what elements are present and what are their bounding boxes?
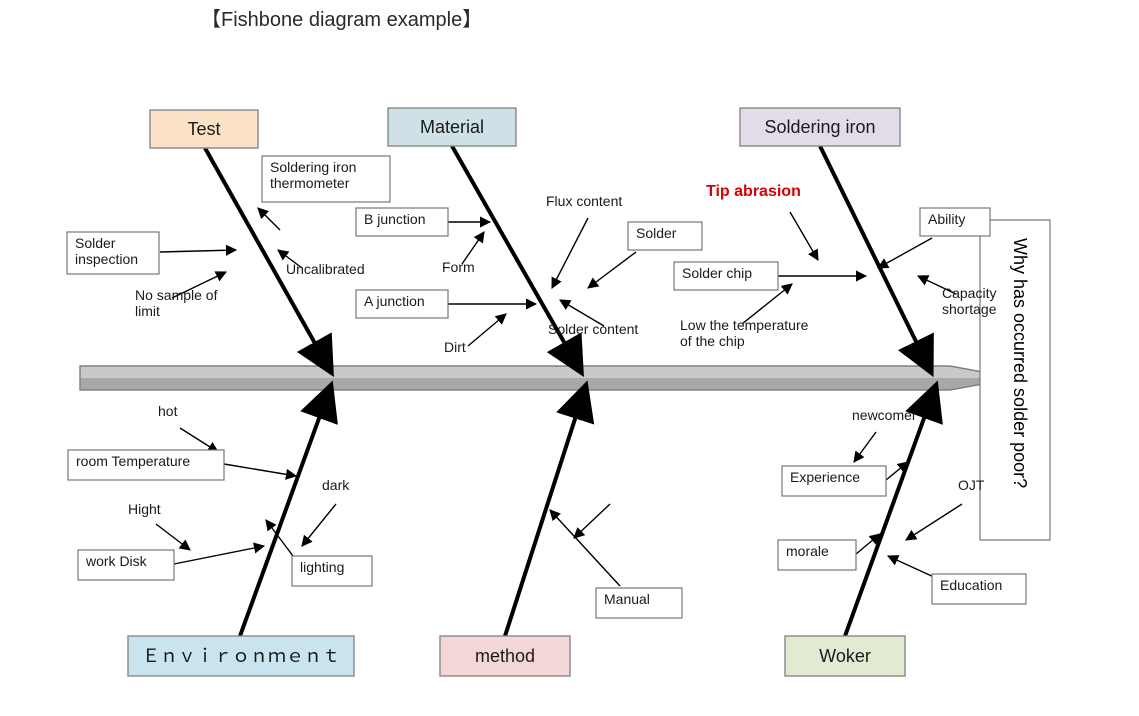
- cause-label-solder-content: Solder content: [548, 321, 638, 337]
- cause-label-thermometer: Soldering ironthermometer: [270, 159, 356, 191]
- cause-label-manual: Manual: [604, 591, 650, 607]
- cause-label-ojt: OJT: [958, 477, 985, 493]
- cause-arrow-manual-sub: [574, 504, 610, 538]
- cause-arrow-dirt: [468, 314, 506, 346]
- bone-env: [240, 388, 330, 636]
- spine-shadow: [80, 378, 1016, 390]
- cause-arrow-flux: [552, 218, 588, 288]
- cause-label-experience: Experience: [790, 469, 860, 485]
- category-label-env: Ｅｎｖｉｒｏｎｍｅｎｔ: [142, 646, 340, 666]
- cause-label-hot: hot: [158, 403, 178, 419]
- cause-arrow-tip-abrasion: [790, 212, 818, 260]
- cause-arrow-dark: [302, 504, 336, 546]
- cause-arrow-room-temp: [224, 464, 296, 476]
- cause-arrow-ojt: [906, 504, 962, 540]
- cause-label-room-temp: room Temperature: [76, 453, 190, 469]
- bone-method: [505, 388, 585, 636]
- cause-label-solder: Solder: [636, 225, 677, 241]
- problem-statement: Why has occurred solder poor?: [1010, 238, 1030, 488]
- cause-label-b-junction: B junction: [364, 211, 425, 227]
- cause-label-work-disk: work Disk: [85, 553, 148, 569]
- category-label-worker: Woker: [819, 646, 871, 666]
- fishbone-diagram: 【Fishbone diagram example】 Why has occurr…: [0, 0, 1139, 716]
- cause-label-no-sample: No sample oflimit: [135, 287, 218, 319]
- cause-label-flux: Flux content: [546, 193, 622, 209]
- cause-label-dark: dark: [322, 477, 350, 493]
- diagram-title: 【Fishbone diagram example】: [201, 9, 482, 31]
- bone-worker: [845, 388, 935, 636]
- cause-label-a-junction: A junction: [364, 293, 425, 309]
- cause-arrow-newcomer: [854, 432, 876, 462]
- cause-label-morale: morale: [786, 543, 829, 559]
- cause-arrow-hot: [180, 428, 218, 452]
- cause-label-capacity: Capacityshortage: [942, 285, 997, 317]
- category-label-iron: Soldering iron: [764, 117, 875, 137]
- cause-label-hight: Hight: [128, 501, 161, 517]
- category-label-method: method: [475, 646, 535, 666]
- cause-label-low-temp: Low the temperatureof the chip: [680, 317, 809, 349]
- cause-label-ability: Ability: [928, 211, 965, 227]
- category-label-material: Material: [420, 117, 484, 137]
- cause-label-solder-chip: Solder chip: [682, 265, 752, 281]
- cause-label-newcomer: newcomer: [852, 407, 917, 423]
- cause-arrow-solder: [588, 252, 636, 288]
- category-label-test: Test: [187, 119, 220, 139]
- cause-arrow-manual: [550, 510, 620, 586]
- cause-arrow-thermometer: [258, 208, 280, 230]
- cause-label-form: Form: [442, 259, 475, 275]
- cause-label-lighting: lighting: [300, 559, 344, 575]
- cause-arrow-solder-inspection: [160, 250, 236, 252]
- cause-label-education: Education: [940, 577, 1002, 593]
- cause-arrow-ability: [878, 238, 932, 268]
- cause-arrow-education: [888, 556, 936, 578]
- bone-iron: [820, 146, 930, 370]
- cause-label-tip-abrasion: Tip abrasion: [706, 183, 801, 200]
- cause-arrow-hight: [156, 524, 190, 550]
- cause-label-dirt: Dirt: [444, 339, 466, 355]
- cause-label-uncalibrated: Uncalibrated: [286, 261, 365, 277]
